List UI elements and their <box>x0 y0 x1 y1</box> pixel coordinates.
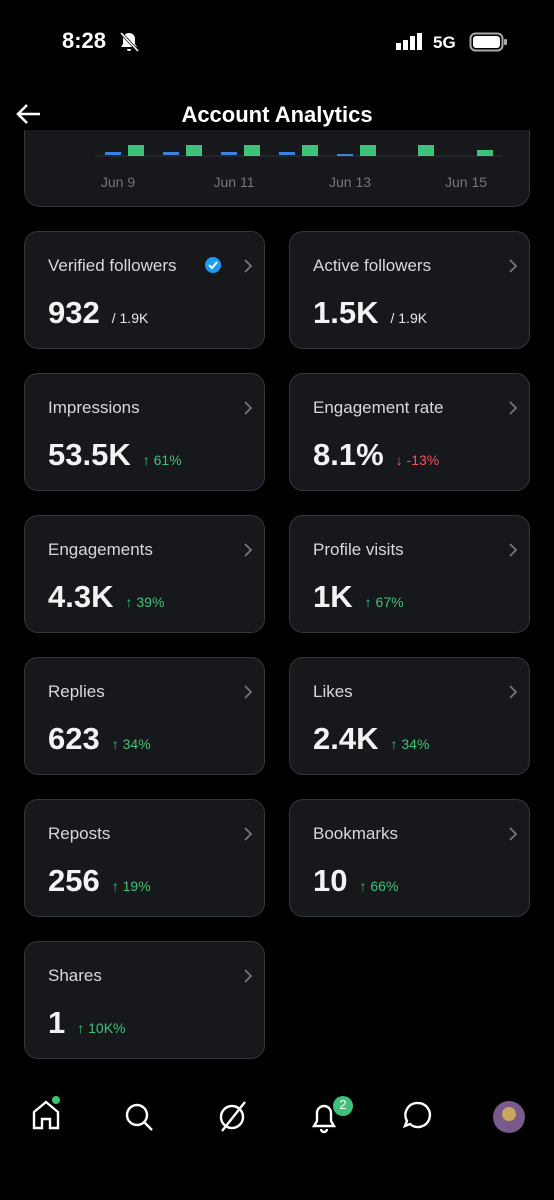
metric-card[interactable]: Verified followers 932 / 1.9K <box>24 231 265 349</box>
metric-change: ↑ 34% <box>390 736 430 752</box>
x-label: Jun 15 <box>444 174 488 190</box>
metric-label: Active followers <box>313 256 432 275</box>
chevron <box>509 827 518 841</box>
home-tab[interactable] <box>32 1100 60 1130</box>
chevron <box>244 969 253 983</box>
metric-label: Likes <box>313 682 353 701</box>
metric-number: 8.1% <box>313 437 384 472</box>
metric-value: 932 / 1.9K <box>48 295 148 331</box>
back-button[interactable] <box>14 102 42 126</box>
chevron <box>244 685 253 699</box>
chevron <box>509 401 518 415</box>
metric-label: Verified followers <box>48 256 177 275</box>
metric-value: 53.5K ↑ 61% <box>48 437 182 473</box>
verified-badge <box>205 257 221 273</box>
metric-total: / 1.9K <box>111 310 149 326</box>
page-title: Account Analytics <box>181 102 373 127</box>
metric-card[interactable]: Bookmarks 10 ↑ 66% <box>289 799 530 917</box>
metric-value: 1K ↑ 67% <box>313 579 404 615</box>
metric-value: 256 ↑ 19% <box>48 863 151 899</box>
metric-change: ↑ 67% <box>364 594 404 610</box>
metric-change: ↑ 19% <box>111 878 151 894</box>
metric-value: 623 ↑ 34% <box>48 721 151 757</box>
metric-value: 1.5K / 1.9K <box>313 295 427 331</box>
chevron <box>509 685 518 699</box>
metric-card[interactable]: Profile visits 1K ↑ 67% <box>289 515 530 633</box>
chevron <box>509 543 518 557</box>
metric-card[interactable]: Engagement rate 8.1% ↓ -13% <box>289 373 530 491</box>
metric-number: 932 <box>48 295 100 330</box>
metric-card[interactable]: Active followers 1.5K / 1.9K <box>289 231 530 349</box>
metric-number: 2.4K <box>313 721 379 756</box>
chevron <box>244 401 253 415</box>
metric-label: Profile visits <box>313 540 404 559</box>
metric-card[interactable]: Reposts 256 ↑ 19% <box>24 799 265 917</box>
messages-tab[interactable] <box>402 1101 432 1129</box>
x-label: Jun 13 <box>328 174 372 190</box>
metric-card[interactable]: Likes 2.4K ↑ 34% <box>289 657 530 775</box>
metric-label: Replies <box>48 682 105 701</box>
chart-panel <box>24 130 530 207</box>
metric-value: 10 ↑ 66% <box>313 863 398 899</box>
grok-tab[interactable] <box>219 1101 246 1132</box>
x-label: Jun 11 <box>213 174 255 190</box>
status-time: 8:28 <box>62 28 107 53</box>
search-tab[interactable] <box>125 1103 153 1131</box>
metric-card[interactable]: Replies 623 ↑ 34% <box>24 657 265 775</box>
signal-icon <box>396 33 422 50</box>
metric-value: 4.3K ↑ 39% <box>48 579 164 615</box>
chevron <box>509 259 518 273</box>
metric-card[interactable]: Engagements 4.3K ↑ 39% <box>24 515 265 633</box>
battery-icon <box>469 32 507 52</box>
metric-label: Impressions <box>48 398 140 417</box>
chevron <box>244 259 253 273</box>
metric-number: 10 <box>313 863 348 898</box>
metric-label: Bookmarks <box>313 824 399 843</box>
metric-label: Engagements <box>48 540 153 559</box>
metric-card[interactable]: Shares 1 ↑ 10K% <box>24 941 265 1059</box>
metric-change: ↑ 66% <box>359 878 399 894</box>
metric-number: 256 <box>48 863 100 898</box>
metric-number: 1 <box>48 1005 66 1040</box>
metric-value: 8.1% ↓ -13% <box>313 437 439 473</box>
metric-card[interactable]: Impressions 53.5K ↑ 61% <box>24 373 265 491</box>
bottom-nav <box>32 1096 525 1134</box>
silent-icon <box>119 31 140 53</box>
chevron <box>244 827 253 841</box>
chart-bars <box>95 145 503 157</box>
metric-number: 1K <box>313 579 353 614</box>
metric-total: / 1.9K <box>390 310 428 326</box>
metric-number: 53.5K <box>48 437 131 472</box>
metric-label: Engagement rate <box>313 398 444 417</box>
metric-value: 1 ↑ 10K% <box>48 1005 126 1041</box>
metric-change: ↑ 61% <box>142 452 182 468</box>
metric-change: ↓ -13% <box>395 452 440 468</box>
notification-badge: 2 <box>339 1097 347 1112</box>
metric-change: ↑ 39% <box>125 594 165 610</box>
metric-change: ↑ 34% <box>111 736 151 752</box>
metric-value: 2.4K ↑ 34% <box>313 721 429 757</box>
network: 5G <box>433 33 456 52</box>
metric-number: 1.5K <box>313 295 379 330</box>
notifications-tab[interactable] <box>311 1104 337 1134</box>
chevron <box>244 543 253 557</box>
metric-change: ↑ 10K% <box>77 1020 126 1036</box>
metric-label: Shares <box>48 966 102 985</box>
metric-label: Reposts <box>48 824 111 843</box>
metric-number: 623 <box>48 721 100 756</box>
metric-number: 4.3K <box>48 579 114 614</box>
x-label: Jun 9 <box>100 174 136 190</box>
